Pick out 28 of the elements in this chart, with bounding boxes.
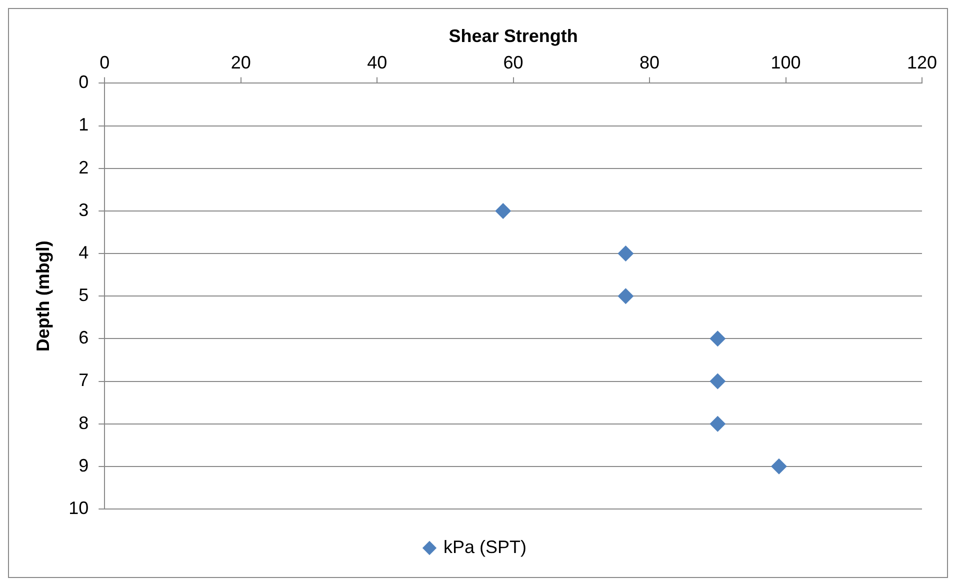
y-tick-label: 5 (78, 285, 89, 306)
x-axis-title: Shear Strength (448, 26, 578, 46)
point (710, 373, 726, 390)
y-tick-label: 4 (78, 242, 89, 262)
y-tick-label: 1 (78, 114, 89, 135)
legend-label: kPa (SPT) (443, 536, 527, 557)
y-tick-label: 10 (68, 498, 89, 518)
point (618, 246, 634, 262)
x-tick-label: 80 (640, 52, 660, 72)
y-tick-label: 6 (78, 328, 89, 348)
point (495, 202, 512, 219)
y-tick-label: 2 (78, 157, 89, 178)
x-tick-label: 60 (503, 52, 524, 72)
point (710, 330, 726, 347)
y-axis-title: Depth (mbgl) (32, 240, 53, 352)
x-tick-label: 20 (230, 52, 251, 72)
y-tick-label: 7 (78, 370, 89, 390)
y-tick-label: 8 (78, 412, 89, 433)
x-tick-label: 120 (906, 52, 938, 72)
y-tick-label: 9 (78, 455, 89, 476)
point (770, 458, 787, 474)
point (710, 416, 726, 432)
y-tick-label: 3 (78, 200, 89, 220)
x-tick-label: 100 (770, 52, 801, 72)
x-tick-label: 0 (100, 52, 110, 72)
x-tick-label: 40 (367, 52, 388, 72)
point (618, 288, 634, 304)
y-tick-label: 0 (78, 72, 89, 92)
